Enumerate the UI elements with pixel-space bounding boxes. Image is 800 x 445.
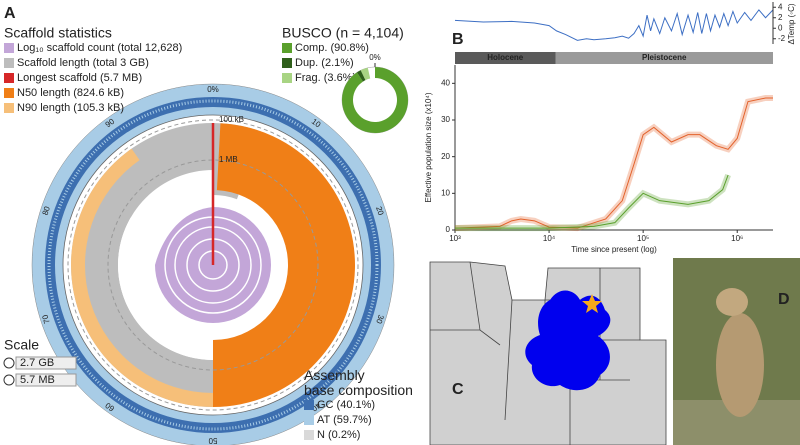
period-label: Holocene — [487, 53, 524, 62]
n50-sector — [213, 123, 355, 407]
legend-label: Comp. (90.8%) — [295, 42, 369, 54]
scale-title: Scale — [4, 337, 39, 353]
composition-swatch — [304, 400, 314, 410]
range-area — [525, 290, 611, 391]
legend-label: Log₁₀ scaffold count (total 12,628) — [17, 42, 182, 54]
composition-label: AT (59.7%) — [317, 414, 372, 426]
legend-label: Dup. (2.1%) — [295, 57, 354, 69]
y-tick-label: 30 — [441, 115, 450, 124]
legend-swatch — [4, 88, 14, 98]
composition-title: Assembly base composition — [304, 367, 413, 398]
scale-box — [15, 373, 77, 387]
panel-label: B — [452, 31, 464, 48]
legend-swatch — [282, 43, 292, 53]
legend-swatch — [4, 43, 14, 53]
photo — [673, 258, 800, 445]
y2-tick-label: 2 — [778, 13, 783, 22]
busco-title: BUSCO (n = 4,104) — [282, 25, 404, 41]
legend-label: Frag. (3.6%) — [295, 72, 356, 84]
y-tick-label: 40 — [441, 78, 450, 87]
psmc-band — [454, 95, 773, 232]
y2-axis-label: ΔTemp (◦C) — [787, 3, 796, 44]
circle-tick-label: 70 — [40, 313, 51, 325]
y-tick-label: 10 — [441, 188, 450, 197]
busco-tick-label: 0% — [369, 53, 381, 62]
ring-label: 1 MB — [219, 155, 238, 164]
composition-swatch — [304, 415, 314, 425]
circle-tick-label: 30 — [374, 314, 385, 326]
temp-line — [454, 9, 774, 41]
legend-label: N50 length (824.6 kB) — [17, 87, 124, 99]
scale-box — [15, 356, 77, 370]
panel-label: D — [778, 291, 790, 308]
period-band — [555, 52, 773, 64]
spiral-gap — [117, 217, 213, 360]
map — [429, 258, 667, 445]
scale-icon — [3, 374, 15, 386]
scale-icon — [3, 357, 15, 369]
y2-tick-label: 0 — [778, 23, 783, 32]
composition-label: GC (40.1%) — [317, 399, 375, 411]
x-axis-label: Time since present (log) — [571, 245, 657, 254]
circle-tick-label: 80 — [41, 205, 52, 217]
legend-label: Longest scaffold (5.7 MB) — [17, 72, 142, 84]
scale-label: 2.7 GB — [20, 357, 54, 369]
legend-label: Scaffold length (total 3 GB) — [17, 57, 149, 69]
animal-body — [716, 313, 764, 417]
y-axis-label: Effective population size (x10⁴) — [424, 92, 433, 202]
circle-tick-label: 50 — [208, 436, 217, 445]
busco-slice — [342, 67, 408, 133]
scale-label: 5.7 MB — [20, 374, 55, 386]
psmc-line — [454, 97, 773, 229]
composition-swatch — [304, 430, 314, 440]
legend-title: Scaffold statistics — [4, 25, 112, 41]
psmc-line — [455, 174, 729, 229]
legend-swatch — [4, 73, 14, 83]
legend-swatch — [282, 58, 292, 68]
ring-1mb — [107, 159, 319, 371]
period-band — [455, 52, 556, 64]
legend-swatch — [4, 58, 14, 68]
legend-label: N90 length (105.3 kB) — [17, 102, 124, 114]
x-tick-label: 10⁵ — [637, 234, 649, 243]
psmc-band — [455, 173, 731, 232]
y-tick-label: 0 — [446, 225, 451, 234]
panel-label: A — [4, 5, 16, 22]
x-tick-label: 10⁶ — [731, 234, 743, 243]
sample-location — [582, 294, 602, 313]
circle-tick-label: 20 — [374, 205, 385, 217]
busco-slice — [356, 70, 366, 82]
legend-swatch — [282, 73, 292, 83]
circle-tick-label: 0% — [207, 85, 219, 94]
x-tick-label: 10⁴ — [543, 234, 556, 243]
x-tick-label: 10³ — [449, 234, 461, 243]
period-label: Pleistocene — [642, 53, 687, 62]
ring-100kb — [67, 119, 359, 411]
n90-sector — [71, 148, 213, 407]
ring-label: 100 kB — [219, 115, 244, 124]
y2-tick-label: -2 — [778, 34, 786, 43]
y-tick-label: 20 — [441, 152, 450, 161]
busco-slice — [360, 67, 371, 81]
composition-label: N (0.2%) — [317, 429, 360, 441]
legend-swatch — [4, 103, 14, 113]
animal-head — [716, 288, 748, 316]
gc-noise — [47, 99, 379, 431]
y2-tick-label: 4 — [778, 2, 783, 11]
panel-label: C — [452, 381, 464, 398]
scaffold-length — [71, 123, 213, 407]
